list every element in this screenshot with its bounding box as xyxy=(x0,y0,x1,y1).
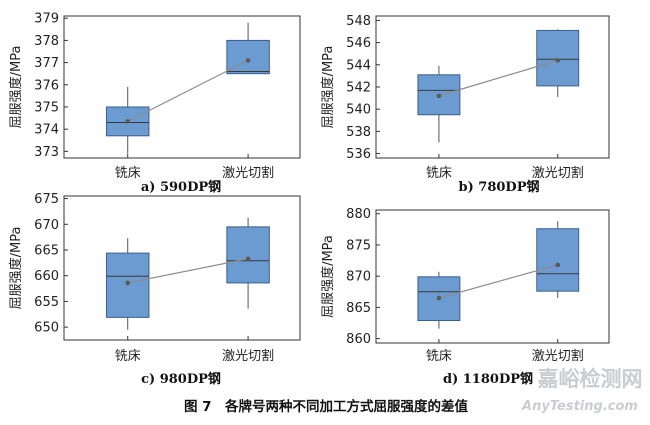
y-tick-label: 665 xyxy=(34,244,59,259)
box-iqr xyxy=(536,228,580,292)
y-tick-label: 538 xyxy=(346,125,371,140)
mean-trend-line xyxy=(127,59,249,122)
mean-marker xyxy=(245,58,251,63)
y-axis-label: 屈服强度/MPa xyxy=(8,227,24,310)
x-category-label: 铣床 xyxy=(115,349,141,364)
mean-trend-line xyxy=(438,264,558,299)
chart-panel-d: 860 865 870 875 880 铣床 激光切割 屈服强度/MPa d) 1180DP钢 xyxy=(320,207,610,387)
y-tick-label: 540 xyxy=(346,103,371,118)
y-tick-label: 378 xyxy=(34,34,59,49)
y-tick-label: 548 xyxy=(346,14,371,29)
chart-panel-b: 536 538 540 542 544 546 548 铣床 激光切割 屈服强度/MPa b) 78… xyxy=(320,14,610,195)
chart-panel-a: 373 374 375 376 377 378 379 铣床 激光切割 屈服强度/MPa a) 59… xyxy=(8,12,301,195)
y-tick-label: 536 xyxy=(346,147,371,162)
y-tick-label: 544 xyxy=(346,58,371,73)
y-tick-label: 374 xyxy=(34,123,59,138)
y-tick-label: 660 xyxy=(34,269,59,284)
y-axis-label: 屈服强度/MPa xyxy=(8,46,24,129)
y-tick-label: 865 xyxy=(346,301,371,316)
box-iqr xyxy=(226,226,270,284)
x-category-label: 激光切割 xyxy=(222,165,274,181)
mean-marker xyxy=(436,295,442,301)
x-category-label: 铣床 xyxy=(115,166,141,181)
y-tick-label: 655 xyxy=(34,295,59,310)
chart-panel-c: 650 655 660 665 670 675 铣床 激光切割 屈服强度/MPa c) 980DP… xyxy=(8,192,301,387)
y-tick-label: 373 xyxy=(34,145,59,160)
watermark-text: 嘉峪检测网 xyxy=(538,367,643,391)
mean-trend-line xyxy=(438,59,558,97)
mean-marker xyxy=(245,256,251,262)
mean-marker xyxy=(125,280,131,286)
y-tick-label: 880 xyxy=(346,207,371,222)
y-axis-label: 屈服强度/MPa xyxy=(320,235,336,318)
figure-caption: 图 7 各牌号两种不同加工方式屈服强度的差值 xyxy=(184,398,469,415)
x-category-label: 铣床 xyxy=(426,166,452,181)
box-iqr xyxy=(226,39,270,75)
chart-subtitle: b) 780DP钢 xyxy=(459,179,540,195)
mean-marker xyxy=(555,58,561,63)
chart-subtitle: c) 980DP钢 xyxy=(141,371,221,387)
mean-marker xyxy=(436,93,442,99)
y-tick-label: 870 xyxy=(346,270,371,285)
x-category-label: 激光切割 xyxy=(532,348,584,364)
y-tick-label: 860 xyxy=(346,332,371,347)
chart-subtitle: a) 590DP钢 xyxy=(141,179,221,195)
y-tick-label: 376 xyxy=(34,78,59,93)
plot-frame xyxy=(63,15,301,159)
x-category-label: 激光切割 xyxy=(532,165,584,181)
y-axis-label: 屈服强度/MPa xyxy=(320,46,336,129)
y-tick-label: 377 xyxy=(34,56,59,71)
y-tick-label: 542 xyxy=(346,81,371,96)
mean-trend-line xyxy=(127,258,249,284)
y-tick-label: 675 xyxy=(34,192,59,207)
y-tick-label: 875 xyxy=(346,238,371,253)
watermark-url: AnyTesting.com xyxy=(521,399,638,414)
y-tick-label: 375 xyxy=(34,100,59,115)
y-tick-label: 670 xyxy=(34,218,59,233)
y-tick-label: 650 xyxy=(34,321,59,336)
chart-subtitle: d) 1180DP钢 xyxy=(443,371,533,387)
x-category-label: 铣床 xyxy=(426,349,452,364)
y-tick-label: 379 xyxy=(34,12,59,27)
mean-marker xyxy=(125,119,131,124)
x-category-label: 激光切割 xyxy=(222,348,274,364)
y-tick-label: 546 xyxy=(346,36,371,51)
mean-marker xyxy=(555,262,561,268)
plot-frame xyxy=(63,195,301,341)
box-iqr xyxy=(105,252,150,318)
